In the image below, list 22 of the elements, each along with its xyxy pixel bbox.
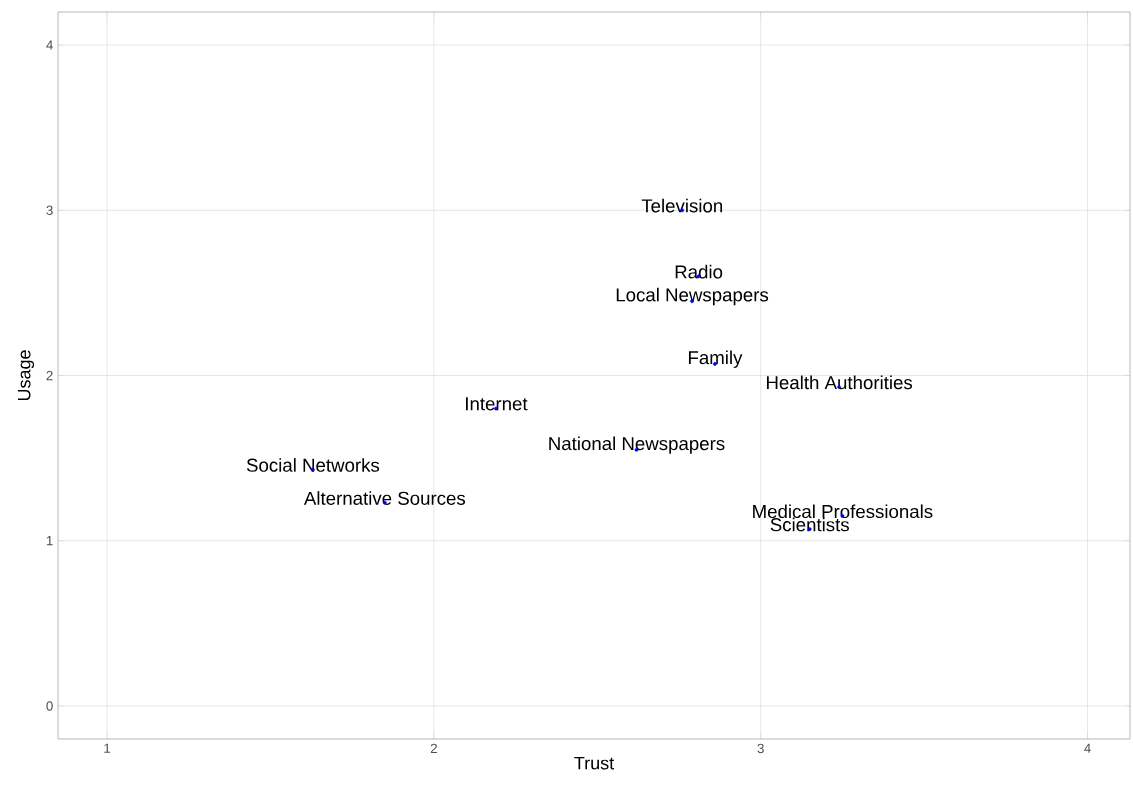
- data-label: Medical Professionals: [753, 504, 933, 519]
- data-label: Local Newspapers: [616, 287, 769, 306]
- data-label: Television: [641, 198, 723, 213]
- data-label: Health Authorities: [766, 375, 913, 390]
- y-tick-label: 0: [46, 701, 53, 711]
- data-label: National Newspapers: [549, 436, 725, 454]
- data-label: Internet: [466, 397, 528, 411]
- y-tick-label: 3: [46, 205, 53, 215]
- data-label: Alternative Sources: [303, 491, 466, 505]
- data-label: Scientists: [770, 517, 849, 532]
- y-axis-title: Usage: [17, 350, 35, 401]
- x-tick-label: 4: [1084, 743, 1091, 753]
- x-axis-title: Trust: [574, 756, 615, 770]
- x-tick-label: 2: [430, 743, 437, 753]
- data-label: Social Networks: [246, 458, 380, 472]
- data-label: Radio: [675, 264, 723, 279]
- y-tick-label: 2: [46, 370, 53, 381]
- x-tick-label: 1: [104, 743, 111, 753]
- data-label: Family: [688, 350, 743, 368]
- y-tick-label: 1: [46, 536, 53, 546]
- y-tick-label: 4: [46, 40, 53, 50]
- x-tick-label: 3: [757, 743, 764, 754]
